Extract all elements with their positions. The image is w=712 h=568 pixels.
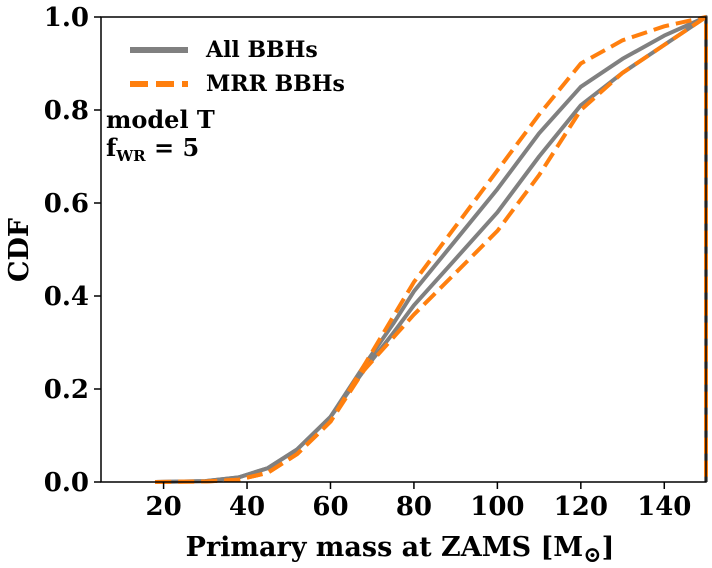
x-tick-label: 60 xyxy=(312,492,348,522)
y-tick-label: 0.2 xyxy=(44,375,89,405)
y-axis-label: CDF xyxy=(4,218,35,282)
x-tick-label: 100 xyxy=(470,492,524,522)
legend-label-mrr-bbhs: MRR BBHs xyxy=(206,71,345,97)
x-axis-label: Primary mass at ZAMS [M⊙] xyxy=(186,532,615,568)
x-tick-label: 120 xyxy=(554,492,608,522)
y-tick-label: 0.4 xyxy=(44,282,89,312)
mrr-bbhs-cdf-line-3 xyxy=(155,15,707,484)
model-annotation: model T fWR = 5 xyxy=(106,105,215,165)
plot-frame xyxy=(100,16,707,483)
y-tick-label: 0.0 xyxy=(44,468,89,498)
series-layer xyxy=(155,15,708,484)
x-axis-label-sun-symbol: ⊙ xyxy=(583,542,601,568)
x-tick-label: 40 xyxy=(229,492,265,522)
annotation-model: model T xyxy=(106,105,215,134)
all-bbhs-cdf-line-1 xyxy=(155,15,707,484)
y-tick-label: 0.8 xyxy=(44,96,89,126)
legend: All BBHs MRR BBHs xyxy=(130,37,345,97)
ticks-layer: 20 40 60 80 100 120 140 0.0 0.2 0.4 0.6 0.8 1.0 xyxy=(44,3,692,522)
annotation-fwr: fWR = 5 xyxy=(106,133,199,165)
legend-label-all-bbhs: All BBHs xyxy=(205,37,318,63)
x-tick-label: 80 xyxy=(396,492,432,522)
x-tick-label: 20 xyxy=(145,492,181,522)
x-tick-label: 140 xyxy=(637,492,691,522)
y-tick-label: 0.6 xyxy=(44,189,89,219)
y-tick-label: 1.0 xyxy=(44,3,89,33)
